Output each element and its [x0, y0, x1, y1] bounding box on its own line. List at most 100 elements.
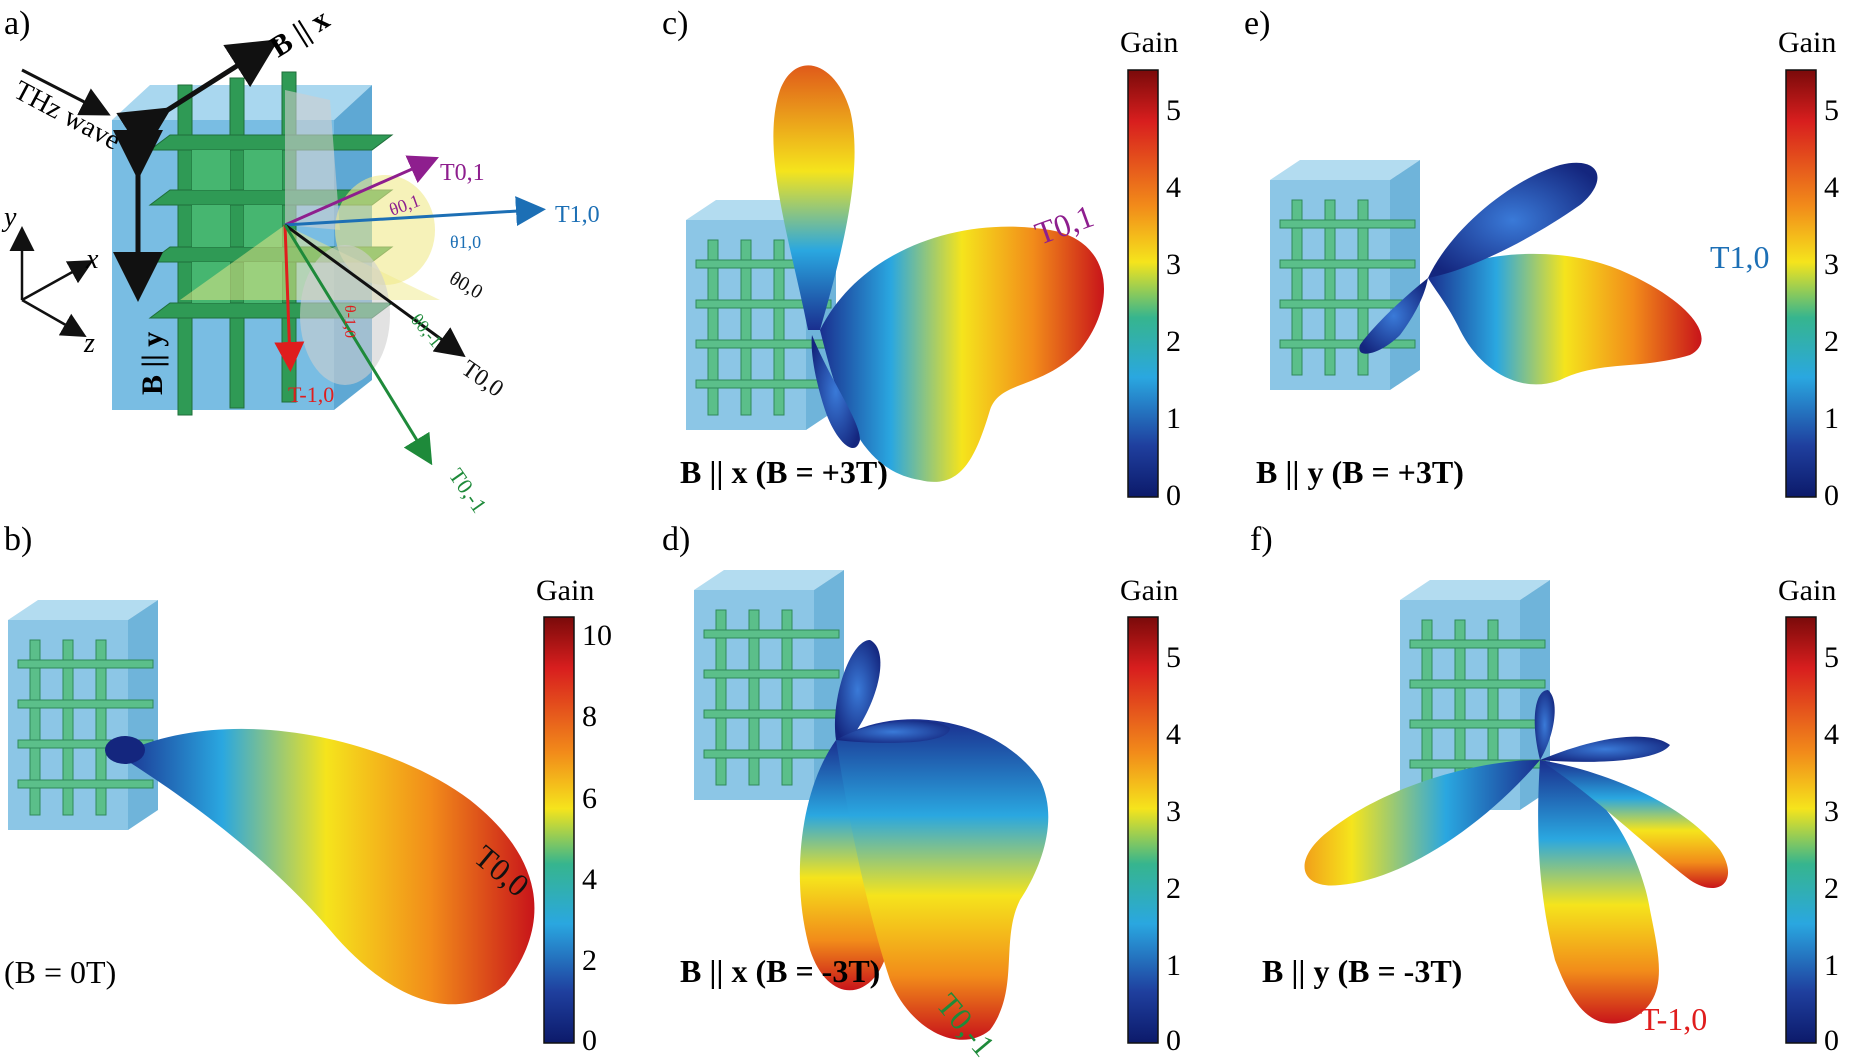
condition-c: B || x (B = +3T) [680, 454, 888, 490]
panel-letter-a: a) [4, 5, 30, 42]
colorbar-f-tick: 4 [1824, 718, 1839, 751]
radiation-lobe-c-up [773, 65, 855, 330]
condition-d: B || x (B = -3T) [680, 953, 880, 989]
colorbar-f-tick: 1 [1824, 949, 1839, 982]
side-lobe-e-up [1428, 162, 1598, 278]
angle-t10: θ1,0 [450, 232, 481, 252]
condition-b: (B = 0T) [4, 954, 116, 990]
axis-y: y [1, 202, 17, 233]
beam-t0m1-label: T0,-1 [444, 464, 492, 518]
colorbar-e-title: Gain [1778, 26, 1836, 59]
colorbar-b-tick: 10 [582, 619, 612, 652]
colorbar-d-tick: 1 [1166, 949, 1181, 982]
colorbar-b: Gain 10 8 6 4 2 0 [536, 574, 612, 1057]
colorbar-f: Gain 5 4 3 2 1 0 [1778, 574, 1839, 1057]
axis-z: z [83, 328, 95, 359]
beam-t10-arrow [284, 196, 546, 227]
panel-letter-b: b) [4, 521, 32, 558]
radiation-lobe-f-right [1540, 760, 1729, 889]
beam-t0m1-arrow [283, 224, 433, 466]
beam-tm10-arrow [274, 224, 305, 372]
colorbar-d-tick: 4 [1166, 718, 1181, 751]
colorbar-e-tick: 3 [1824, 248, 1839, 281]
wave-label: THz wave [9, 75, 126, 157]
colorbar-d-tick: 2 [1166, 872, 1181, 905]
panel-d: d) T0,-1 B || x (B = -3T) Gain 5 4 3 2 1… [662, 521, 1181, 1062]
colorbar-f-tick: 3 [1824, 795, 1839, 828]
axes-triad: y x z [1, 202, 99, 359]
field-y-label: B || y [136, 332, 169, 395]
colorbar-d-tick: 5 [1166, 641, 1181, 674]
arrow-bx [116, 39, 279, 156]
beam-t00-arrow [284, 223, 466, 358]
side-lobe-c [811, 335, 860, 449]
colorbar-c-tick: 3 [1166, 248, 1181, 281]
colorbar-d-title: Gain [1120, 574, 1178, 607]
beam-label-f: T-1,0 [1640, 1001, 1707, 1037]
colorbar-d-tick: 0 [1166, 1024, 1181, 1057]
axis-x: x [85, 244, 99, 275]
panel-e: e) T1,0 B || y (B = +3T) Gain 5 4 3 2 1 … [1244, 5, 1839, 512]
radiation-lobe-f-main [1538, 760, 1659, 1024]
colorbar-c-tick: 2 [1166, 325, 1181, 358]
panel-b: b) T0,0 (B = 0T) Gain 10 8 6 4 2 0 [4, 521, 612, 1057]
panel-letter-e: e) [1244, 5, 1270, 42]
colorbar-e-tick: 2 [1824, 325, 1839, 358]
field-x-label: B || x [264, 2, 335, 63]
condition-e: B || y (B = +3T) [1256, 454, 1464, 490]
beam-t00-label: T0,0 [457, 356, 509, 403]
wave-arrow [21, 68, 111, 116]
colorbar-c-tick: 0 [1166, 479, 1181, 512]
colorbar-f-tick: 5 [1824, 641, 1839, 674]
colorbar-d-tick: 3 [1166, 795, 1181, 828]
beam-tm10-label: T-1,0 [288, 382, 334, 407]
metasurface-b [7, 599, 159, 831]
radiation-lobe-d-main [836, 719, 1049, 1040]
colorbar-e-tick: 0 [1824, 479, 1839, 512]
angle-tm10: θ-1,0 [341, 305, 358, 338]
metasurface-e [1269, 159, 1421, 391]
colorbar-b-tick: 2 [582, 944, 597, 977]
angle-t00: θ0,0 [446, 267, 487, 303]
colorbar-b-tick: 6 [582, 782, 597, 815]
colorbar-c-title: Gain [1120, 26, 1178, 59]
panel-letter-f: f) [1250, 521, 1273, 558]
beam-t01-arrow [284, 155, 439, 227]
colorbar-d: Gain 5 4 3 2 1 0 [1120, 574, 1181, 1057]
colorbar-e-tick: 4 [1824, 171, 1839, 204]
radiation-lobe-b [118, 728, 535, 1005]
beam-t01-label: T0,1 [440, 160, 485, 186]
angle-t0m1: θ0,-1 [407, 310, 446, 351]
colorbar-c-tick: 5 [1166, 94, 1181, 127]
colorbar-b-tick: 4 [582, 863, 597, 896]
panel-letter-c: c) [662, 5, 688, 42]
colorbar-f-tick: 2 [1824, 872, 1839, 905]
colorbar-c-tick: 1 [1166, 402, 1181, 435]
colorbar-c-tick: 4 [1166, 171, 1181, 204]
beam-label-e: T1,0 [1710, 239, 1770, 275]
side-lobes-b [105, 736, 145, 764]
colorbar-b-title: Gain [536, 574, 594, 607]
colorbar-f-title: Gain [1778, 574, 1836, 607]
side-lobe-e-left [1359, 278, 1428, 354]
panel-f: f) T-1,0 B || y (B = -3T) Gain 5 4 3 2 1… [1250, 521, 1839, 1057]
radiation-lobe-e-main [1428, 253, 1702, 385]
side-lobe-f-right [1540, 736, 1670, 762]
colorbar-c: Gain 5 4 3 2 1 0 [1120, 26, 1181, 512]
beam-label-c: T0,1 [1030, 197, 1098, 251]
panel-c: c) T0,1 B || x (B = +3T) Gain 5 4 3 2 1 … [662, 5, 1181, 512]
radiation-lobe-f-left [1304, 760, 1540, 886]
colorbar-b-tick: 0 [582, 1024, 597, 1057]
panel-letter-d: d) [662, 521, 690, 558]
colorbar-b-tick: 8 [582, 700, 597, 733]
radiation-lobe-c-main [820, 226, 1104, 482]
panel-a: a) [1, 2, 600, 517]
beam-t10-label: T1,0 [555, 202, 600, 228]
colorbar-e-tick: 1 [1824, 402, 1839, 435]
side-lobe-f-up [1534, 690, 1555, 760]
side-lobe-d-up [834, 640, 881, 740]
colorbar-e: Gain 5 4 3 2 1 0 [1778, 26, 1839, 512]
colorbar-e-tick: 5 [1824, 94, 1839, 127]
side-lobe-d-right [836, 720, 950, 743]
